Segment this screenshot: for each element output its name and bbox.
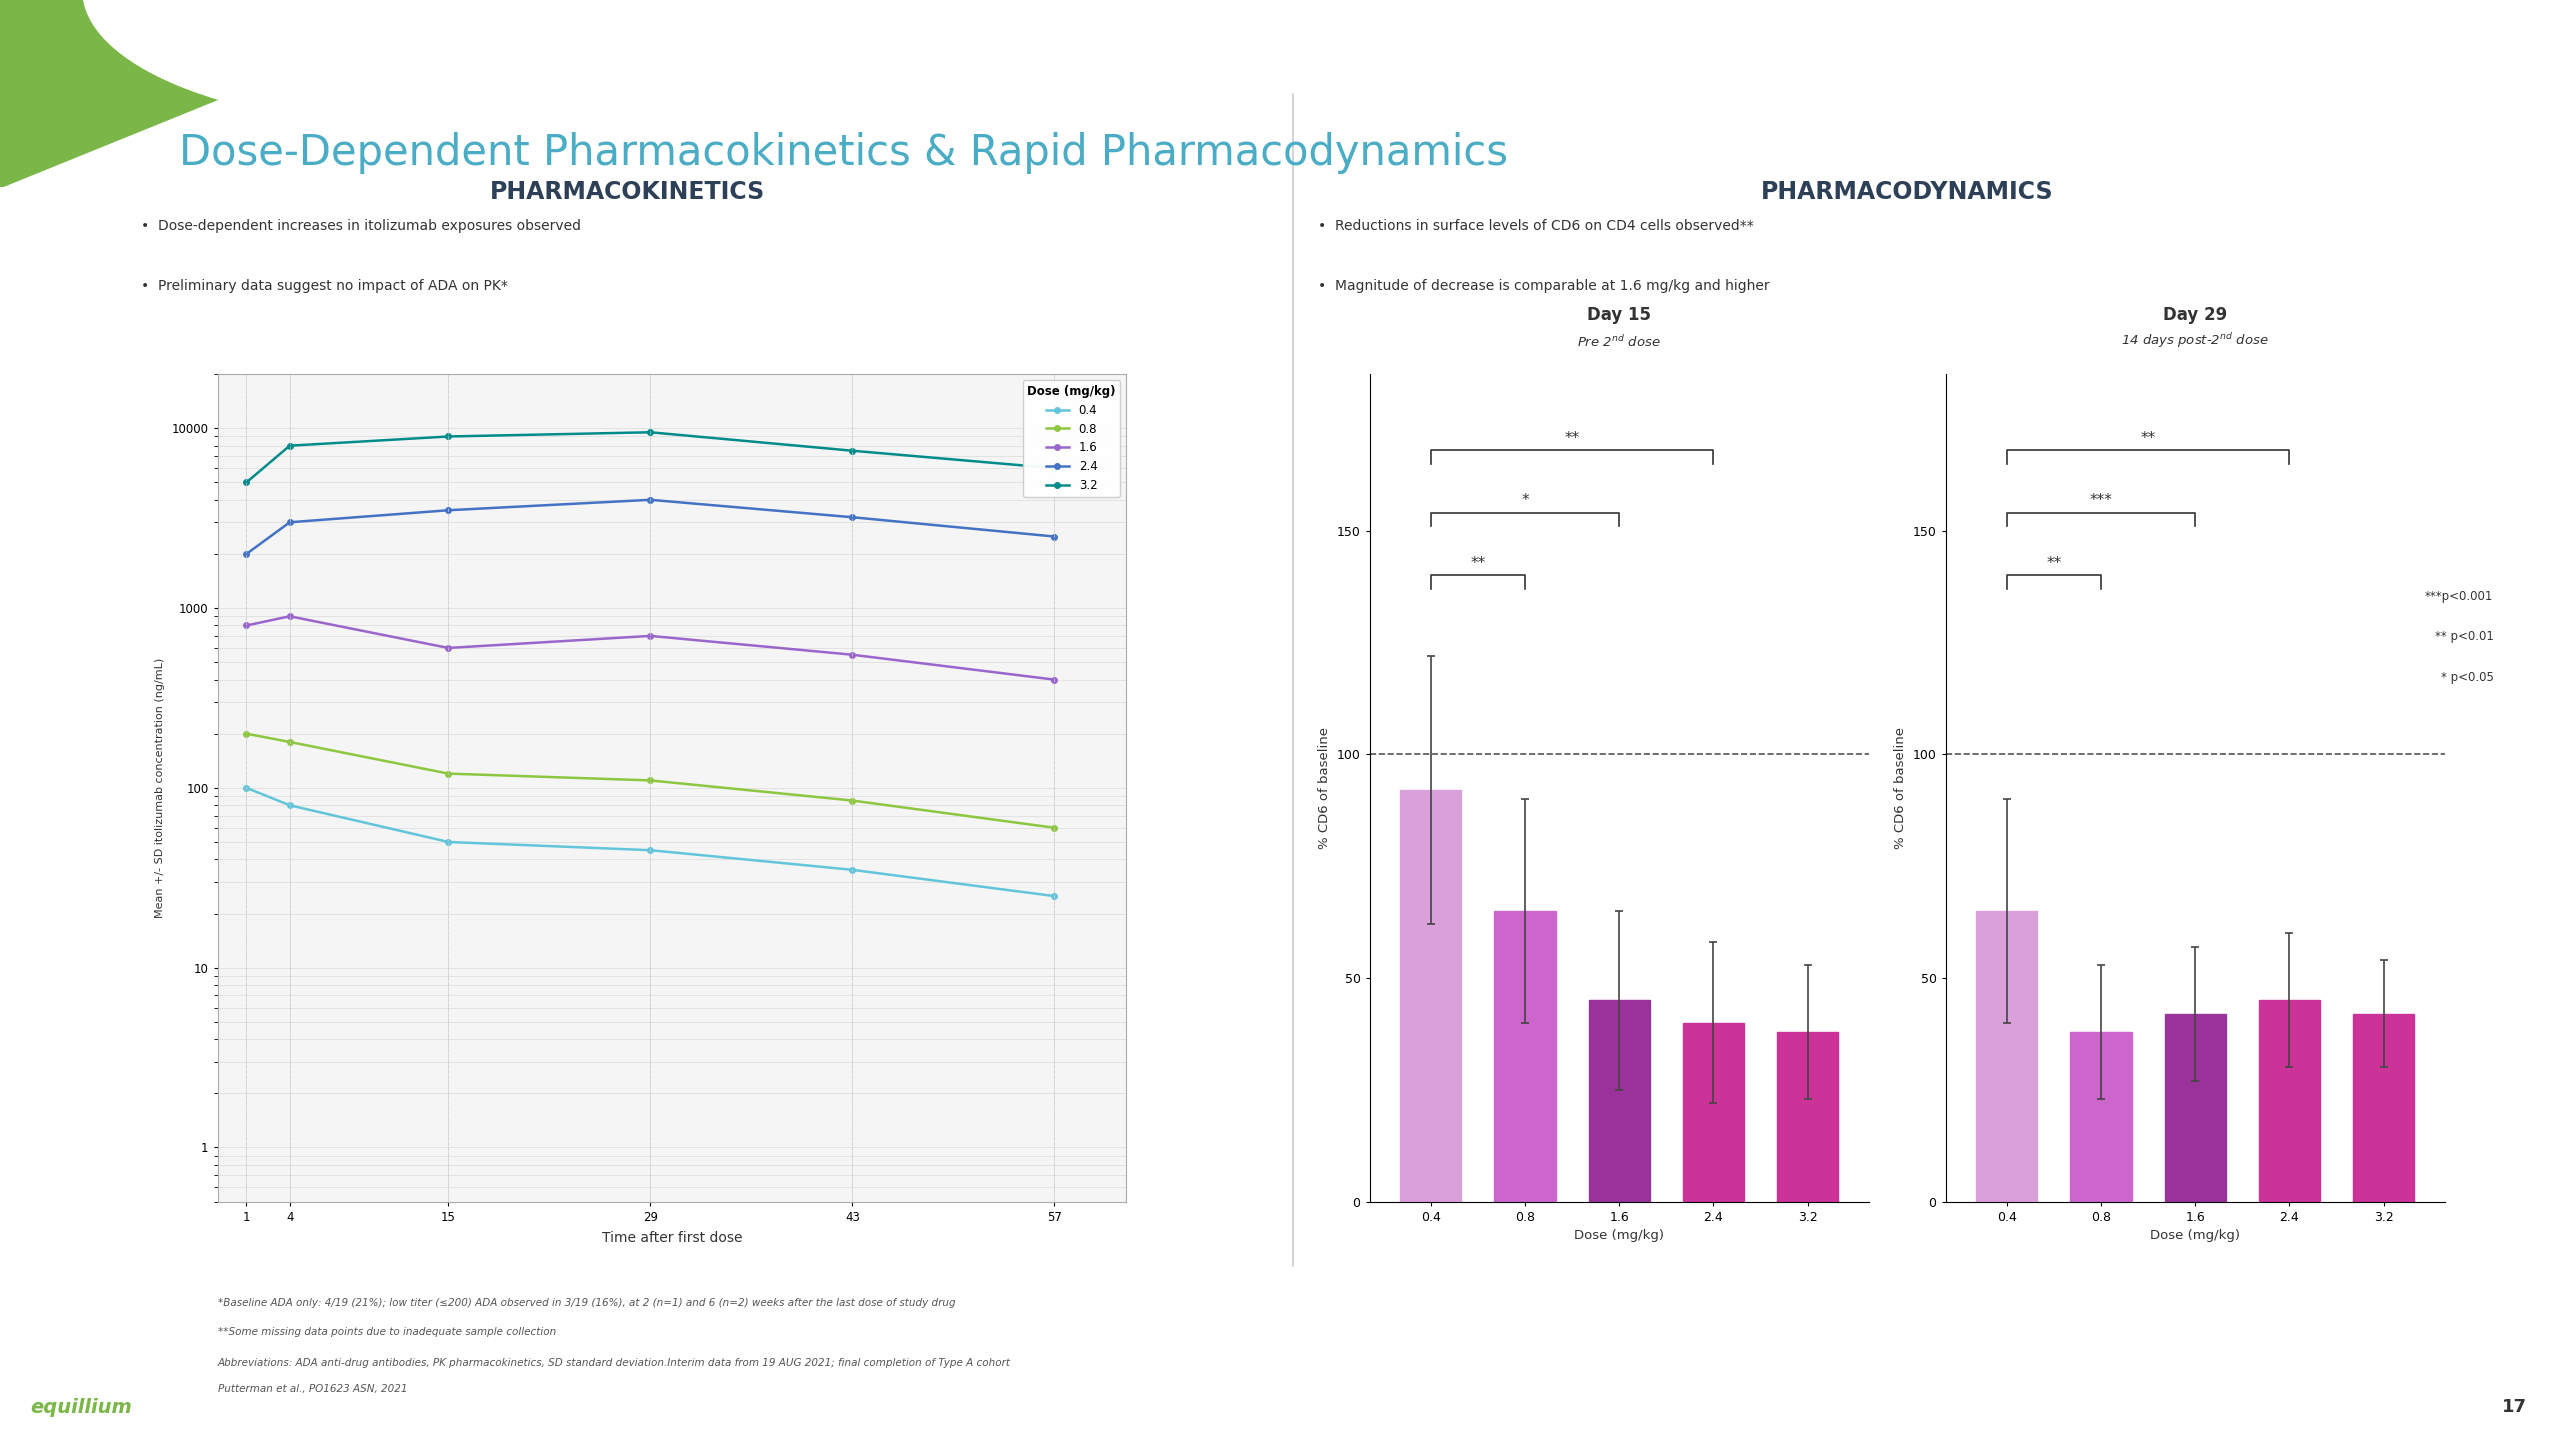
Line: 2.4: 2.4 bbox=[243, 496, 1057, 557]
Line: 1.6: 1.6 bbox=[243, 613, 1057, 682]
Text: 14 days post-2$^{nd}$ dose: 14 days post-2$^{nd}$ dose bbox=[2122, 331, 2268, 350]
3.2 bbox=[230, 473, 261, 491]
Line: 3.2: 3.2 bbox=[243, 429, 1057, 485]
1.6 bbox=[274, 607, 305, 625]
Y-axis label: Mean +/- SD itolizumab concentration (ng/mL): Mean +/- SD itolizumab concentration (ng… bbox=[154, 658, 164, 918]
Text: Putterman et al., PO1623 ASN, 2021: Putterman et al., PO1623 ASN, 2021 bbox=[218, 1384, 407, 1394]
Text: **: ** bbox=[1564, 430, 1580, 446]
1.6 bbox=[1039, 671, 1070, 688]
1.6 bbox=[837, 646, 868, 663]
X-axis label: Dose (mg/kg): Dose (mg/kg) bbox=[2150, 1229, 2240, 1242]
1.6 bbox=[635, 627, 666, 645]
Text: **: ** bbox=[1469, 555, 1485, 571]
1.6 bbox=[230, 617, 261, 635]
3.2 bbox=[433, 427, 463, 445]
Text: Abbreviations: ADA anti-drug antibodies, PK pharmacokinetics, SD standard deviat: Abbreviations: ADA anti-drug antibodies,… bbox=[218, 1358, 1011, 1368]
Polygon shape bbox=[0, 0, 461, 187]
0.4 bbox=[433, 833, 463, 850]
Text: •  Dose-dependent increases in itolizumab exposures observed: • Dose-dependent increases in itolizumab… bbox=[141, 219, 581, 233]
2.4 bbox=[1039, 528, 1070, 545]
0.4 bbox=[274, 797, 305, 814]
Text: PHARMACOKINETICS: PHARMACOKINETICS bbox=[489, 180, 765, 204]
Text: *: * bbox=[1521, 494, 1528, 508]
Bar bbox=[1682, 1023, 1743, 1202]
Text: •  Preliminary data suggest no impact of ADA on PK*: • Preliminary data suggest no impact of … bbox=[141, 279, 507, 294]
Bar bbox=[1976, 911, 2038, 1202]
3.2 bbox=[837, 442, 868, 459]
Text: **: ** bbox=[2140, 430, 2156, 446]
2.4 bbox=[274, 514, 305, 531]
Bar bbox=[2166, 1013, 2225, 1202]
X-axis label: Time after first dose: Time after first dose bbox=[602, 1230, 742, 1245]
Text: PHARMACODYNAMICS: PHARMACODYNAMICS bbox=[1761, 180, 2053, 204]
3.2 bbox=[635, 423, 666, 440]
Text: **Some missing data points due to inadequate sample collection: **Some missing data points due to inadeq… bbox=[218, 1327, 556, 1337]
Bar bbox=[2071, 1032, 2132, 1202]
0.4 bbox=[1039, 888, 1070, 905]
2.4 bbox=[433, 502, 463, 519]
Text: 17: 17 bbox=[2501, 1399, 2527, 1416]
Line: 0.4: 0.4 bbox=[243, 786, 1057, 899]
Text: * p<0.05: * p<0.05 bbox=[2440, 671, 2493, 684]
0.8 bbox=[837, 791, 868, 809]
0.4 bbox=[837, 861, 868, 878]
Text: *Baseline ADA only: 4/19 (21%); low titer (≤200) ADA observed in 3/19 (16%), at : *Baseline ADA only: 4/19 (21%); low tite… bbox=[218, 1298, 955, 1308]
Text: equillium: equillium bbox=[31, 1397, 133, 1417]
Bar bbox=[2258, 1000, 2319, 1202]
0.4 bbox=[230, 780, 261, 797]
Text: ** p<0.01: ** p<0.01 bbox=[2435, 630, 2493, 643]
2.4 bbox=[635, 491, 666, 508]
Circle shape bbox=[82, 0, 748, 125]
0.4 bbox=[635, 842, 666, 859]
Legend: 0.4, 0.8, 1.6, 2.4, 3.2: 0.4, 0.8, 1.6, 2.4, 3.2 bbox=[1021, 380, 1121, 496]
Text: ***p<0.001: ***p<0.001 bbox=[2424, 590, 2493, 603]
Text: Day 29: Day 29 bbox=[2163, 305, 2227, 324]
Bar bbox=[1590, 1000, 1649, 1202]
0.8 bbox=[274, 734, 305, 751]
3.2 bbox=[274, 437, 305, 455]
Text: ***: *** bbox=[2089, 494, 2112, 508]
Text: **: ** bbox=[2045, 555, 2061, 571]
0.8 bbox=[230, 725, 261, 743]
2.4 bbox=[837, 508, 868, 525]
Bar bbox=[1777, 1032, 1838, 1202]
Text: •  Magnitude of decrease is comparable at 1.6 mg/kg and higher: • Magnitude of decrease is comparable at… bbox=[1318, 279, 1769, 294]
0.8 bbox=[1039, 819, 1070, 836]
0.8 bbox=[635, 771, 666, 789]
3.2 bbox=[1039, 459, 1070, 476]
Line: 0.8: 0.8 bbox=[243, 731, 1057, 830]
Bar bbox=[2353, 1013, 2414, 1202]
Y-axis label: % CD6 of baseline: % CD6 of baseline bbox=[1318, 727, 1331, 849]
Text: •  Reductions in surface levels of CD6 on CD4 cells observed**: • Reductions in surface levels of CD6 on… bbox=[1318, 219, 1754, 233]
2.4 bbox=[230, 545, 261, 563]
Text: Dose-Dependent Pharmacokinetics & Rapid Pharmacodynamics: Dose-Dependent Pharmacokinetics & Rapid … bbox=[179, 132, 1508, 174]
Bar bbox=[1495, 911, 1556, 1202]
Y-axis label: % CD6 of baseline: % CD6 of baseline bbox=[1894, 727, 1907, 849]
X-axis label: Dose (mg/kg): Dose (mg/kg) bbox=[1574, 1229, 1664, 1242]
0.8 bbox=[433, 766, 463, 783]
Text: Pre 2$^{nd}$ dose: Pre 2$^{nd}$ dose bbox=[1577, 334, 1661, 350]
Text: Day 15: Day 15 bbox=[1587, 305, 1651, 324]
1.6 bbox=[433, 639, 463, 656]
Bar bbox=[1400, 790, 1462, 1202]
